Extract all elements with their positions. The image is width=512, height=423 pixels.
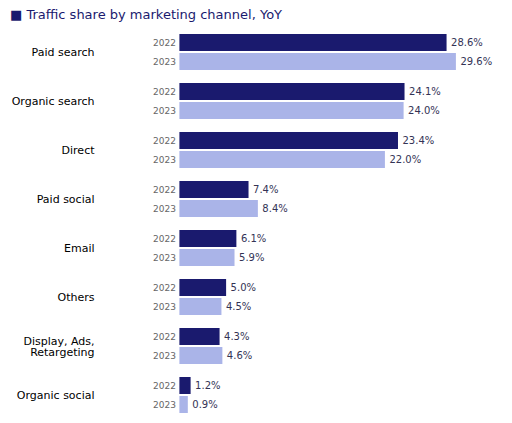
svg-text:24.1%: 24.1% — [409, 86, 441, 97]
svg-text:Paid social: Paid social — [37, 193, 95, 206]
svg-text:24.0%: 24.0% — [408, 105, 440, 116]
svg-text:7.4%: 7.4% — [253, 184, 278, 195]
svg-text:2022: 2022 — [153, 381, 176, 391]
svg-text:2023: 2023 — [153, 204, 176, 214]
svg-text:2023: 2023 — [153, 400, 176, 410]
svg-text:2022: 2022 — [153, 38, 176, 48]
svg-text:Organic social: Organic social — [17, 389, 95, 402]
svg-text:2022: 2022 — [153, 185, 176, 195]
svg-text:2023: 2023 — [153, 57, 176, 67]
svg-text:2023: 2023 — [153, 302, 176, 312]
svg-text:4.3%: 4.3% — [224, 331, 249, 342]
svg-text:2023: 2023 — [153, 351, 176, 361]
svg-text:2022: 2022 — [153, 283, 176, 293]
svg-text:22.0%: 22.0% — [389, 154, 421, 165]
svg-text:2022: 2022 — [153, 234, 176, 244]
svg-text:29.6%: 29.6% — [460, 56, 492, 67]
svg-text:2022: 2022 — [153, 332, 176, 342]
svg-text:2022: 2022 — [153, 87, 176, 97]
svg-text:5.0%: 5.0% — [231, 282, 256, 293]
svg-text:5.9%: 5.9% — [239, 252, 264, 263]
svg-text:2023: 2023 — [153, 155, 176, 165]
svg-text:Email: Email — [64, 242, 95, 255]
svg-text:6.1%: 6.1% — [241, 233, 266, 244]
svg-text:2023: 2023 — [153, 106, 176, 116]
svg-text:23.4%: 23.4% — [402, 135, 434, 146]
svg-text:Direct: Direct — [62, 144, 96, 157]
svg-text:Organic search: Organic search — [12, 95, 95, 108]
svg-text:2022: 2022 — [153, 136, 176, 146]
svg-text:Others: Others — [58, 291, 95, 304]
svg-text:4.5%: 4.5% — [226, 301, 251, 312]
svg-text:Display, Ads,Retargeting: Display, Ads,Retargeting — [23, 335, 94, 359]
svg-text:0.9%: 0.9% — [192, 399, 217, 410]
svg-text:8.4%: 8.4% — [262, 203, 287, 214]
svg-text:4.6%: 4.6% — [227, 350, 252, 361]
svg-text:1.2%: 1.2% — [195, 380, 220, 391]
html-text:■ Traffic share by marketing c: ■ Traffic share by marketing channel, Yo… — [10, 7, 282, 22]
svg-text:Paid search: Paid search — [32, 46, 95, 59]
svg-text:28.6%: 28.6% — [451, 37, 483, 48]
svg-text:2023: 2023 — [153, 253, 176, 263]
